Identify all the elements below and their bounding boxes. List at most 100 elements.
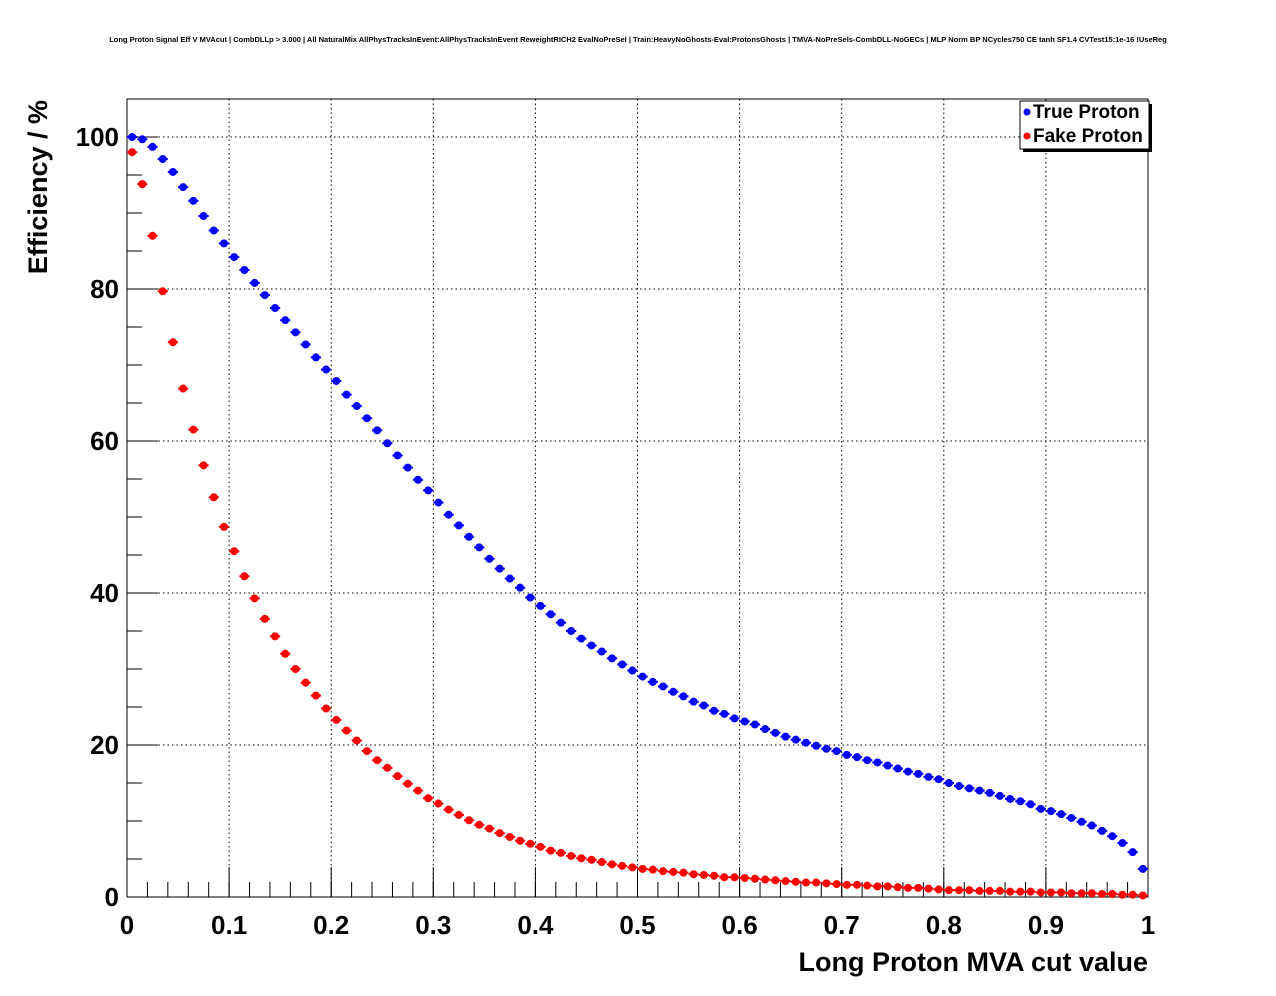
- x-tick-label: 0.9: [1028, 910, 1064, 940]
- data-point: [495, 829, 504, 838]
- data-point: [556, 848, 565, 857]
- data-point: [944, 886, 953, 895]
- data-point: [230, 547, 239, 556]
- data-point: [179, 384, 188, 393]
- data-point: [638, 672, 647, 681]
- data-point: [832, 880, 841, 889]
- data-point: [648, 677, 657, 686]
- data-point: [904, 767, 913, 776]
- data-point: [1138, 891, 1147, 900]
- data-point: [505, 574, 514, 583]
- data-point: [168, 167, 177, 176]
- x-tick-label: 0.3: [415, 910, 451, 940]
- data-point: [1006, 794, 1015, 803]
- data-point: [607, 654, 616, 663]
- data-point: [904, 883, 913, 892]
- data-point: [914, 769, 923, 778]
- data-point: [424, 486, 433, 495]
- data-point: [199, 461, 208, 470]
- data-point: [424, 794, 433, 803]
- data-point: [781, 877, 790, 886]
- data-point: [597, 858, 606, 867]
- data-point: [812, 878, 821, 887]
- data-point: [720, 709, 729, 718]
- data-point: [546, 846, 555, 855]
- data-point: [465, 532, 474, 541]
- data-point: [250, 278, 259, 287]
- legend-box: [1019, 100, 1150, 150]
- data-point: [1067, 889, 1076, 898]
- data-point: [587, 641, 596, 650]
- data-point: [291, 328, 300, 337]
- data-point: [536, 601, 545, 610]
- legend-marker-fake-proton: [1023, 132, 1031, 140]
- data-point: [1057, 810, 1066, 819]
- true-proton-series: [127, 133, 1148, 873]
- y-tick-label: 40: [90, 578, 119, 608]
- data-point: [403, 463, 412, 472]
- y-tick-label: 20: [90, 730, 119, 760]
- data-point: [475, 820, 484, 829]
- x-tick-label: 0.5: [619, 910, 655, 940]
- data-point: [955, 886, 964, 895]
- data-point: [526, 593, 535, 602]
- data-point: [1138, 864, 1147, 873]
- data-point: [281, 316, 290, 325]
- data-point: [1036, 888, 1045, 897]
- data-point: [995, 791, 1004, 800]
- data-point: [373, 426, 382, 435]
- data-point: [260, 291, 269, 300]
- data-point: [924, 884, 933, 893]
- data-point: [944, 779, 953, 787]
- y-tick-label: 60: [90, 426, 119, 456]
- data-point: [413, 475, 422, 484]
- data-point: [1118, 890, 1127, 899]
- data-point: [883, 882, 892, 891]
- data-point: [853, 753, 862, 762]
- x-tick-label: 0.2: [313, 910, 349, 940]
- legend-label-true-proton: True Proton: [1033, 102, 1140, 123]
- data-point: [934, 775, 943, 784]
- data-point: [955, 782, 964, 791]
- data-point: [1087, 821, 1096, 830]
- data-point: [383, 439, 392, 448]
- data-point: [322, 365, 331, 374]
- data-point: [230, 253, 239, 262]
- data-point: [403, 779, 412, 788]
- data-point: [842, 880, 851, 889]
- data-point: [1128, 890, 1137, 899]
- data-point: [699, 870, 708, 879]
- data-point: [1057, 888, 1066, 897]
- data-point: [281, 649, 290, 658]
- data-point: [669, 867, 678, 876]
- data-point: [812, 741, 821, 750]
- y-tick-label: 80: [90, 274, 119, 304]
- data-point: [526, 839, 535, 848]
- data-point: [720, 873, 729, 882]
- data-point: [873, 758, 882, 767]
- data-point: [475, 543, 484, 552]
- data-point: [710, 706, 719, 715]
- data-marks: [127, 133, 1148, 900]
- data-point: [924, 772, 933, 781]
- data-point: [362, 747, 371, 756]
- data-point: [148, 142, 157, 151]
- x-axis-title: Long Proton MVA cut value: [799, 947, 1149, 977]
- data-point: [873, 882, 882, 891]
- data-point: [750, 874, 759, 883]
- data-point: [740, 717, 749, 726]
- data-point: [342, 390, 351, 399]
- data-point: [393, 451, 402, 460]
- data-point: [322, 704, 331, 713]
- x-tick-label: 0.1: [211, 910, 247, 940]
- data-point: [628, 863, 637, 872]
- data-point: [342, 726, 351, 735]
- data-point: [638, 864, 647, 873]
- data-point: [853, 880, 862, 889]
- data-point: [444, 510, 453, 519]
- x-tick-label: 0: [120, 910, 134, 940]
- data-point: [975, 886, 984, 895]
- chart-title: Long Proton Signal Eff V MVAcut | CombDL…: [109, 35, 1167, 44]
- data-point: [485, 554, 494, 563]
- data-point: [771, 876, 780, 885]
